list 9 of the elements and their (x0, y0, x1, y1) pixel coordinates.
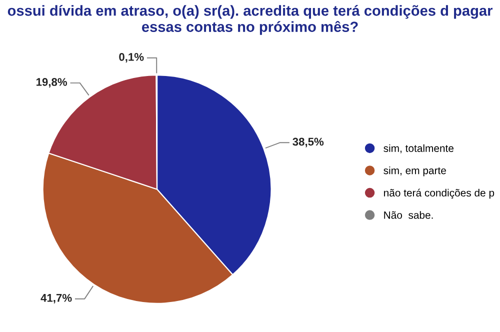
data-label: 19,8% (36, 78, 68, 88)
legend-label: não terá condições de p (384, 188, 494, 199)
data-label: 41,7% (40, 294, 72, 304)
data-label: 38,5% (292, 138, 324, 148)
legend-label: sim, totalmente (384, 144, 454, 154)
legend-label: Não sabe. (384, 211, 433, 219)
chart-title: ossui dívida em atraso, o(a) sr(a). acredita que terá condições d pagar essas contas no próximo mês? (8, 4, 493, 35)
data-label: 0,1% (119, 53, 144, 62)
legend-label: sim, em parte (384, 166, 446, 176)
